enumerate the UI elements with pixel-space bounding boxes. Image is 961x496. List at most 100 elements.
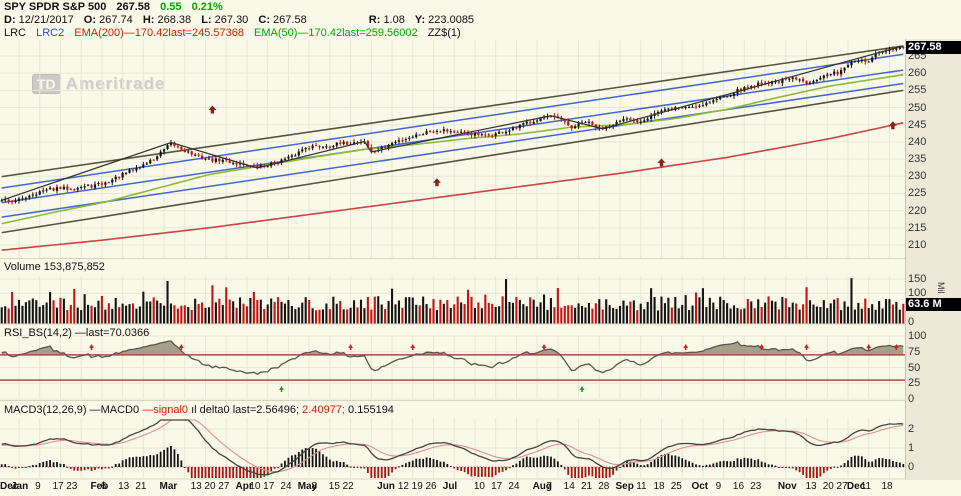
date-tick: 24 xyxy=(508,481,520,492)
macd-study-name: MACD3(12,26,9) xyxy=(4,404,87,416)
price-tick: 245 xyxy=(908,118,927,131)
rsi-tick: 100 xyxy=(908,330,927,342)
date-tick: 18 xyxy=(653,481,665,492)
date-tick: 17 xyxy=(52,481,64,492)
date-tick: 16 xyxy=(732,481,745,492)
date-tick: 11 xyxy=(860,481,872,492)
y-label: Y: xyxy=(414,14,426,26)
date-tick: 7 xyxy=(546,481,552,492)
date-tick: 9 xyxy=(715,481,722,492)
date-tick: 13 xyxy=(118,481,130,492)
study-legend: LRC LRC2 EMA(200)—170.42last=245.57368 E… xyxy=(4,27,468,40)
price-tick: 225 xyxy=(908,187,927,200)
last-volume-badge: 63.6 M xyxy=(906,297,961,311)
rsi-panel-label: RSI_BS(14,2) —last=70.0366 xyxy=(4,327,150,339)
rsi-tick: 75 xyxy=(908,345,921,358)
date-tick: 23 xyxy=(66,481,78,492)
date-tick: 10 xyxy=(473,481,485,492)
rsi-tick: 25 xyxy=(908,377,921,390)
macd-panel-label: MACD3(12,26,9) —MACD0 —signal0 ıl delta0… xyxy=(4,404,394,417)
last-price: 267.58 xyxy=(116,1,151,13)
date-tick: Jan xyxy=(10,481,29,492)
date-value: 12/21/2017 xyxy=(18,14,74,26)
close-label: C: xyxy=(258,14,270,26)
date-tick: Dec xyxy=(0,481,19,492)
rsi-tick: 50 xyxy=(908,361,921,374)
symbol-name: SPY SPDR S&P 500 xyxy=(4,1,107,13)
date-tick: 17 xyxy=(491,481,503,492)
date-tick: 12 xyxy=(397,481,409,492)
date-tick: 17 xyxy=(263,481,275,492)
high-label: H: xyxy=(142,14,155,26)
legend-zigzag[interactable]: ZZ$(1) xyxy=(427,27,461,39)
date-tick: 11 xyxy=(636,481,647,492)
range-label: R: xyxy=(368,14,381,26)
macd-tick: 1 xyxy=(908,442,915,454)
date-tick: 25 xyxy=(670,481,682,492)
price-tick: 220 xyxy=(908,204,927,217)
macd-line-legend: —MACD0 xyxy=(89,404,140,416)
date-tick: Nov xyxy=(777,481,797,492)
date-tick: 28 xyxy=(598,481,610,492)
close-value: 267.58 xyxy=(273,14,307,26)
legend-ema50[interactable]: EMA(50)—170.42last=259.56002 xyxy=(254,27,418,39)
date-tick: May xyxy=(297,481,318,492)
price-tick: 230 xyxy=(908,170,927,183)
price-change: 0.55 xyxy=(160,1,182,13)
macd-tick: 2 xyxy=(908,423,915,435)
date-tick: 20 xyxy=(822,481,834,492)
price-tick: 260 xyxy=(908,67,927,80)
volume-tick: 100 xyxy=(908,287,927,300)
date-tick: 6 xyxy=(100,481,107,492)
date-tick: 13 xyxy=(805,481,817,492)
price-tick: 210 xyxy=(908,239,927,251)
price-tick: 250 xyxy=(908,101,927,114)
date-tick: Apr xyxy=(235,481,253,492)
macd-tick: 0 xyxy=(908,461,915,473)
legend-lrc2[interactable]: LRC2 xyxy=(36,27,65,39)
price-axis-gutter xyxy=(905,39,961,479)
date-tick: 15 xyxy=(328,481,340,492)
date-tick: 22 xyxy=(342,481,354,492)
date-tick: Oct xyxy=(691,481,709,492)
date-tick: 18 xyxy=(881,481,893,492)
y-value: 223.0085 xyxy=(428,14,475,26)
date-tick: Feb xyxy=(90,481,109,492)
rsi-tick: 0 xyxy=(908,393,915,405)
date-tick: 27 xyxy=(836,481,848,492)
low-label: L: xyxy=(201,14,212,26)
ohlc-readout: D: 12/21/2017 O: 267.74 H: 268.38 L: 267… xyxy=(4,14,481,27)
date-tick: 27 xyxy=(218,481,230,492)
date-tick: Mar xyxy=(159,481,178,492)
date-tick: 21 xyxy=(135,481,147,492)
volume-axis-unit: Mil xyxy=(936,282,946,294)
volume-tick: 0 xyxy=(908,316,915,328)
price-tick: 235 xyxy=(908,153,927,166)
date-axis: Dec Jan 9 17 23 Feb 6 13 21 Mar 13 20 27 Apr 10 17 24 May… xyxy=(0,481,961,496)
date-tick: Dec xyxy=(846,481,866,492)
price-tick: 240 xyxy=(908,135,927,148)
ticker-header: SPY SPDR S&P 500 267.58 0.55 0.21% xyxy=(4,1,230,14)
price-tick: 255 xyxy=(908,84,927,97)
delta-last-value: 0.155194 xyxy=(348,404,394,416)
date-tick: 23 xyxy=(750,481,762,492)
date-tick: 20 xyxy=(204,481,216,492)
price-tick: 215 xyxy=(908,221,927,234)
date-tick: Sep xyxy=(615,481,634,492)
signal-line-legend: —signal0 xyxy=(142,404,189,416)
date-tick: 19 xyxy=(411,481,423,492)
date-tick: 26 xyxy=(425,481,437,492)
legend-lrc[interactable]: LRC xyxy=(4,27,27,39)
date-tick: 14 xyxy=(563,481,575,492)
date-tick: 8 xyxy=(311,481,318,492)
volume-tick: 150 xyxy=(908,272,927,285)
macd-last-value: last=2.56496; xyxy=(232,404,300,416)
histogram-icon: ıl xyxy=(191,404,197,416)
last-price-badge: 267.58 xyxy=(906,41,961,55)
signal-last-value: 2.40977; xyxy=(302,404,345,416)
date-tick: 9 xyxy=(35,481,41,492)
low-value: 267.30 xyxy=(214,14,249,26)
legend-ema200[interactable]: EMA(200)—170.42last=245.57368 xyxy=(74,27,244,39)
